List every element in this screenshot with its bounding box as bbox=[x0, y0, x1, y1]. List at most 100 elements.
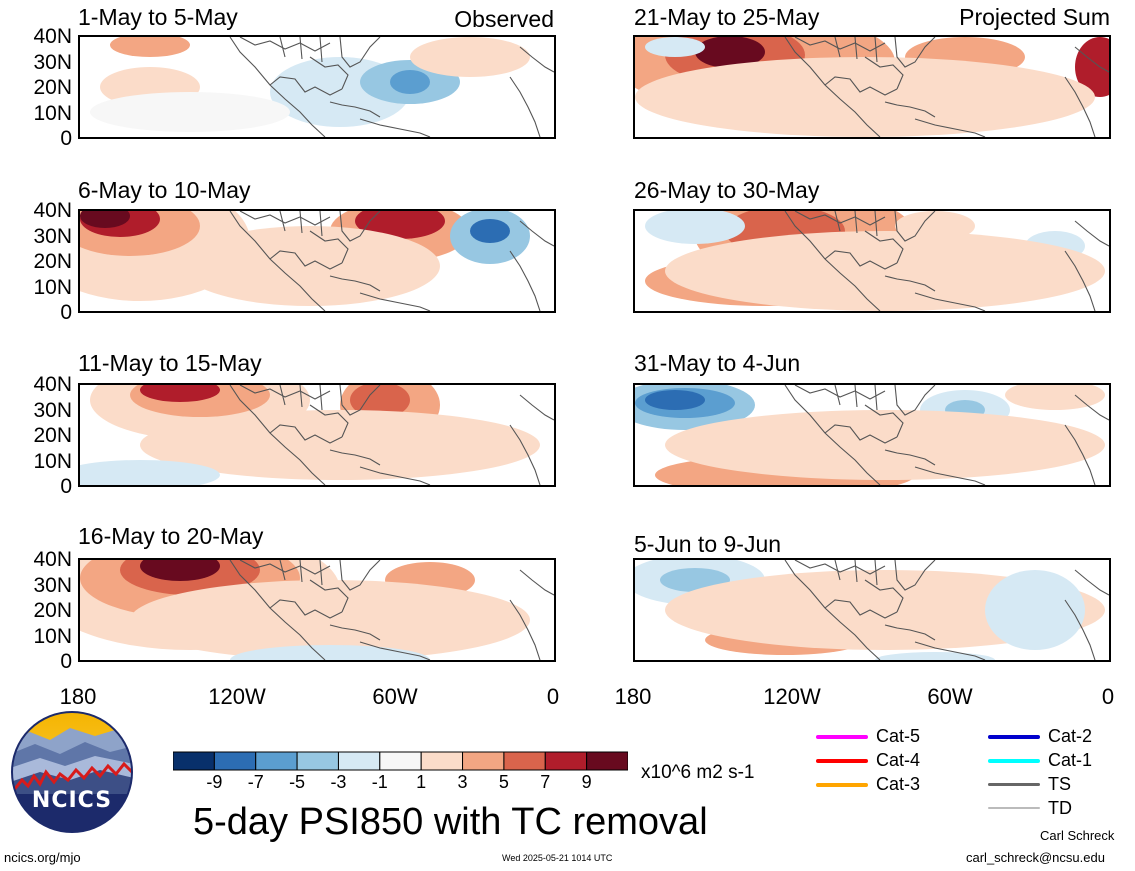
panel-label-projected: Projected Sum bbox=[959, 4, 1110, 30]
anomaly-contour bbox=[410, 37, 530, 77]
y-tick-label: 40N bbox=[33, 199, 72, 222]
y-tick-label: 0 bbox=[60, 475, 72, 498]
y-tick-label: 0 bbox=[60, 301, 72, 324]
colorbar-tick-label: 3 bbox=[457, 772, 468, 792]
colorbar-tick-label: 5 bbox=[498, 772, 509, 792]
anomaly-contour bbox=[80, 460, 220, 485]
anomaly-contour bbox=[230, 645, 430, 660]
coastlines bbox=[229, 211, 554, 311]
anomaly-contour bbox=[695, 37, 765, 68]
panel-title-7: 31-May to 4-Jun bbox=[634, 350, 801, 376]
anomaly-contour bbox=[635, 57, 1095, 137]
x-tick-120w-left: 120W bbox=[208, 684, 266, 709]
colorbar-swatch bbox=[213, 751, 257, 771]
anomaly-contour bbox=[470, 219, 510, 243]
panel-title-6: 26-May to 30-May bbox=[634, 177, 820, 203]
panel-title-2: 6-May to 10-May bbox=[78, 177, 251, 203]
colorbar-tick-label: -1 bbox=[371, 772, 388, 792]
anomaly-contour bbox=[985, 570, 1085, 650]
colorbar-tick-label: 7 bbox=[540, 772, 551, 792]
legend-swatch bbox=[988, 759, 1040, 763]
anomaly-contour bbox=[390, 70, 430, 94]
y-tick-label: 40N bbox=[33, 25, 72, 48]
colorbar-swatch bbox=[172, 751, 215, 771]
main-title: 5-day PSI850 with TC removal bbox=[193, 801, 708, 843]
panel-title-5: 21-May to 25-May bbox=[634, 4, 820, 30]
footer-email[interactable]: carl_schreck@ncsu.edu bbox=[966, 850, 1105, 865]
legend-label: Cat-3 bbox=[876, 774, 921, 794]
colorbar-swatch bbox=[586, 751, 629, 771]
anomaly-contour bbox=[665, 231, 1105, 311]
map-panel-8 bbox=[633, 558, 1111, 662]
legend-label: Cat-4 bbox=[876, 750, 921, 770]
anomaly-contour bbox=[180, 226, 440, 306]
colorbar-swatch bbox=[544, 751, 588, 771]
footer-author: Carl Schreck bbox=[1040, 828, 1115, 843]
anomaly-contour bbox=[645, 211, 745, 244]
colorbar-swatch bbox=[296, 751, 339, 771]
y-tick-label: 20N bbox=[33, 76, 72, 99]
legend-label: Cat-1 bbox=[1048, 750, 1093, 770]
anomaly-contour bbox=[645, 390, 705, 410]
legend-swatch bbox=[816, 783, 868, 787]
y-tick-label: 10N bbox=[33, 101, 72, 125]
legend-swatch bbox=[988, 807, 1040, 809]
anomaly-contour bbox=[90, 92, 290, 132]
anomaly-contour bbox=[350, 385, 410, 418]
y-tick-label: 20N bbox=[33, 424, 72, 447]
panel-label-observed: Observed bbox=[454, 6, 554, 32]
map-panel-4 bbox=[78, 558, 556, 662]
colorbar-tick-label: -5 bbox=[289, 772, 306, 792]
coastlines bbox=[229, 385, 554, 485]
colorbar-tick-label: 9 bbox=[581, 772, 592, 792]
x-tick-180-right: 180 bbox=[614, 684, 652, 709]
y-tick-label: 30N bbox=[33, 398, 72, 422]
legend-swatch bbox=[988, 783, 1040, 786]
colorbar bbox=[172, 751, 629, 776]
anomaly-contour bbox=[1075, 37, 1109, 97]
legend-swatch bbox=[816, 759, 868, 763]
map-panel-1 bbox=[78, 35, 556, 139]
coastlines bbox=[784, 211, 1109, 311]
coastlines bbox=[229, 37, 554, 137]
y-tick-label: 30N bbox=[33, 50, 72, 74]
colorbar-tick-label: -9 bbox=[206, 772, 223, 792]
map-panel-7 bbox=[633, 383, 1111, 487]
footer-url[interactable]: ncics.org/mjo bbox=[4, 850, 81, 865]
y-tick-label: 30N bbox=[33, 224, 72, 248]
panel-title-8: 5-Jun to 9-Jun bbox=[634, 531, 782, 557]
legend-label: Cat-2 bbox=[1048, 726, 1093, 746]
y-tick-label: 20N bbox=[33, 599, 72, 622]
x-tick-180-left: 180 bbox=[59, 684, 97, 709]
y-tick-label: 20N bbox=[33, 250, 72, 273]
anomaly-contour bbox=[80, 211, 130, 228]
colorbar-swatch bbox=[255, 751, 298, 771]
x-tick-0-right: 0 bbox=[1101, 684, 1115, 709]
footer-timestamp: Wed 2025-05-21 1014 UTC bbox=[502, 853, 613, 863]
panel-title-4: 16-May to 20-May bbox=[78, 523, 264, 549]
legend-label: TD bbox=[1048, 798, 1072, 818]
colorbar-units: x10^6 m2 s-1 bbox=[641, 762, 755, 783]
colorbar-swatch bbox=[379, 751, 422, 771]
colorbar-tick-label: -3 bbox=[330, 772, 347, 792]
anomaly-contour bbox=[665, 410, 1105, 480]
colorbar-swatch bbox=[420, 751, 464, 771]
y-tick-label: 0 bbox=[60, 127, 72, 150]
y-tick-label: 10N bbox=[33, 275, 72, 299]
y-tick-label: 40N bbox=[33, 373, 72, 396]
anomaly-contour bbox=[875, 652, 995, 660]
logo-text: NCICS bbox=[31, 788, 113, 813]
anomaly-contour bbox=[1005, 385, 1105, 410]
coastlines bbox=[784, 37, 1109, 137]
legend-swatch bbox=[816, 735, 868, 739]
map-panel-3 bbox=[78, 383, 556, 487]
x-tick-120w-right: 120W bbox=[763, 684, 821, 709]
y-tick-label: 0 bbox=[60, 650, 72, 673]
y-tick-label: 30N bbox=[33, 573, 72, 597]
legend-swatch bbox=[988, 735, 1040, 739]
anomaly-contour bbox=[140, 385, 220, 402]
legend-label: TS bbox=[1048, 774, 1072, 794]
ncics-logo: NCICS bbox=[10, 710, 134, 834]
coastlines bbox=[229, 560, 554, 660]
colorbar-swatch bbox=[462, 751, 505, 771]
